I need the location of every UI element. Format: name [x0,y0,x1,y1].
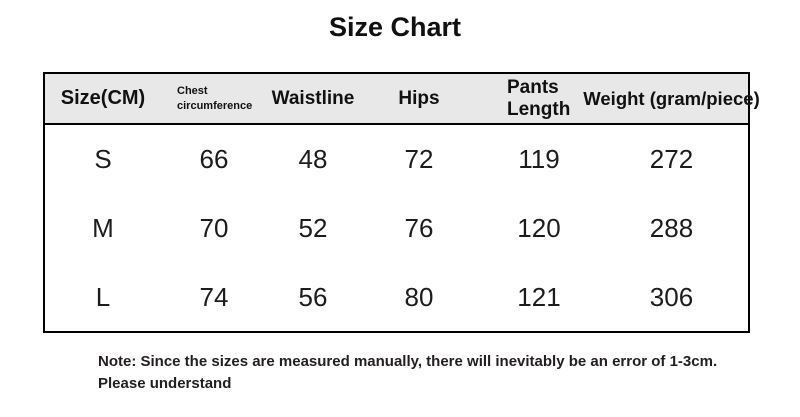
column-header-size: Size(CM) [60,87,146,109]
cell-waistline: 56 [298,282,328,312]
cell-weight: 288 [649,213,694,243]
column-header-hips: Hips [398,87,440,109]
note-line-2: Please understand [98,375,232,392]
cell-chest: 66 [199,144,229,174]
cell-chest: 74 [199,282,229,312]
column-header-weight: Weight (gram/piece) [583,87,760,109]
cell-chest: 70 [199,213,229,243]
cell-hips: 80 [404,282,434,312]
column-header-chest-circumference: Chest circumference [161,74,267,123]
page-title: Size Chart [328,12,462,42]
cell-pants-length: 120 [517,213,561,243]
table-row-size-l: L 74 56 80 121 306 [45,263,748,332]
table-header-row: Size(CM) Chest circumference Waistline H… [45,74,760,125]
cell-waistline: 48 [298,144,328,174]
cell-hips: 72 [404,144,434,174]
column-header-waistline: Waistline [271,87,355,109]
cell-size: L [95,282,111,312]
note-line-1: Note: Since the sizes are measured manua… [98,353,718,370]
cell-hips: 76 [404,213,434,243]
cell-weight: 272 [649,144,694,174]
column-header-pants-length: Pants Length [479,74,599,123]
cell-size: M [92,213,114,243]
size-table: Size(CM) Chest circumference Waistline H… [43,72,760,333]
column-header-chest-label: Chest circumference [177,85,253,112]
measurement-note: Note: Since the sizes are measured manua… [98,351,738,395]
table-row-size-m: M 70 52 76 120 288 [45,194,748,263]
cell-size: S [94,144,112,174]
column-header-pants-label: Pants Length [507,76,571,120]
table-row-size-s: S 66 48 72 119 272 [45,125,748,194]
cell-pants-length: 119 [518,144,560,174]
cell-waistline: 52 [298,213,328,243]
cell-weight: 306 [649,282,694,312]
cell-pants-length: 121 [517,282,561,312]
